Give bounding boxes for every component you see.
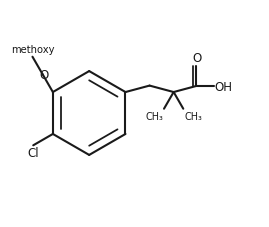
Text: O: O <box>39 69 48 81</box>
Text: O: O <box>192 52 201 65</box>
Text: CH₃: CH₃ <box>185 111 202 121</box>
Text: CH₃: CH₃ <box>145 111 163 121</box>
Text: Cl: Cl <box>27 147 39 160</box>
Text: OH: OH <box>215 80 233 93</box>
Text: methoxy: methoxy <box>11 45 54 55</box>
